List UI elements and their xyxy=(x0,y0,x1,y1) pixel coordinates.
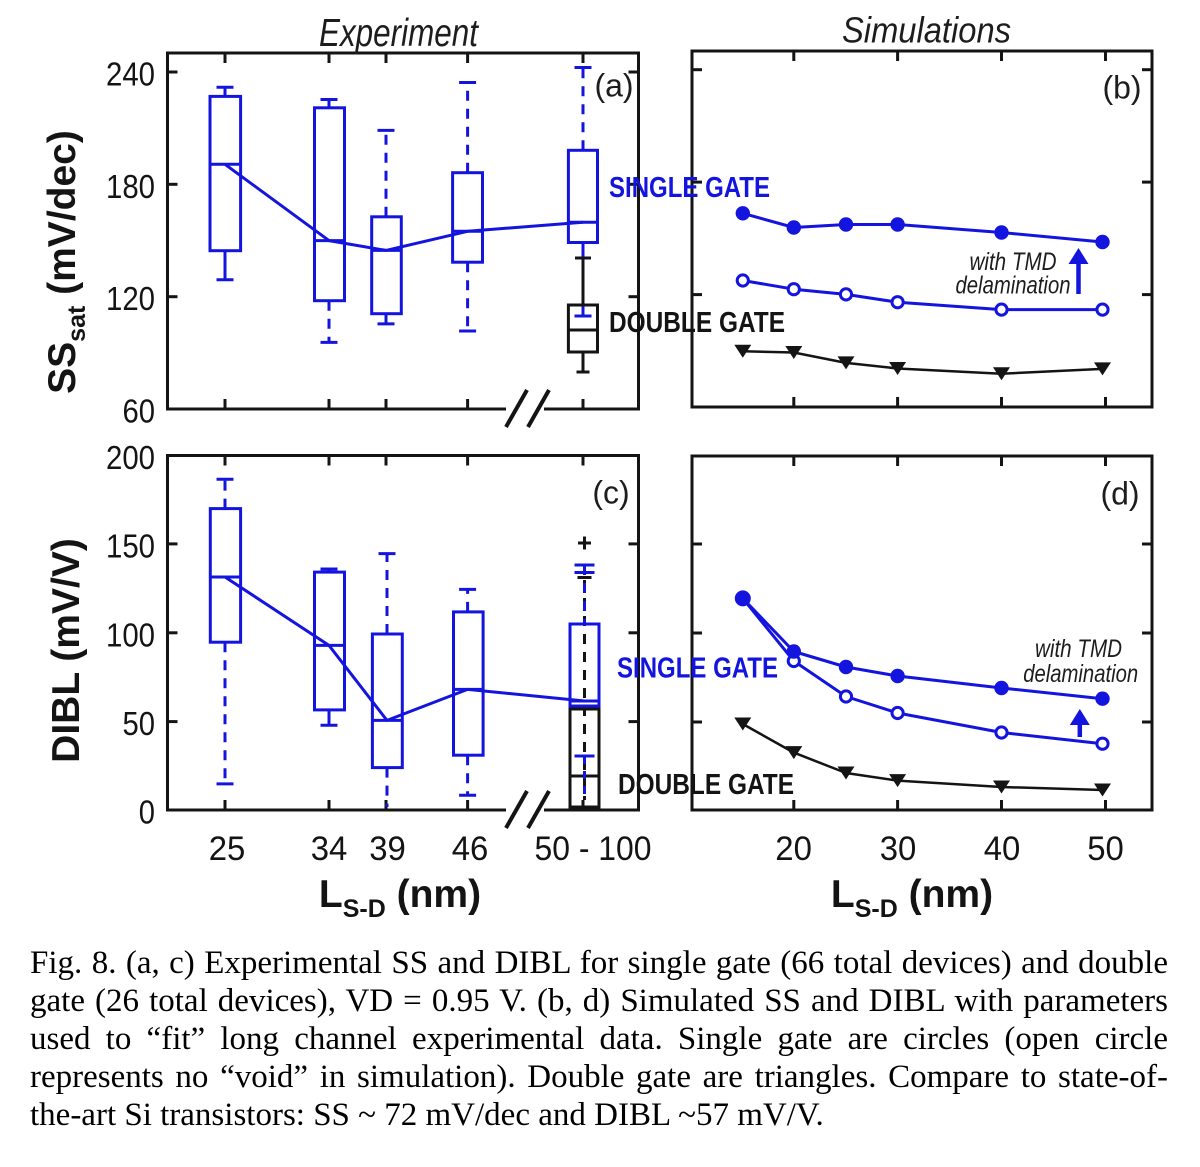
svg-text:DIBL (mV/V): DIBL (mV/V) xyxy=(45,538,88,763)
svg-text:0: 0 xyxy=(139,794,155,831)
svg-text:SINGLE GATE: SINGLE GATE xyxy=(617,653,778,685)
svg-text:(b): (b) xyxy=(1102,70,1141,106)
svg-text:(d): (d) xyxy=(1100,476,1139,512)
svg-text:100: 100 xyxy=(106,616,155,653)
svg-text:180: 180 xyxy=(106,168,155,205)
svg-text:46: 46 xyxy=(452,830,489,868)
svg-text:SINGLE GATE: SINGLE GATE xyxy=(609,172,770,204)
svg-text:with TMD: with TMD xyxy=(1035,635,1122,663)
svg-text:150: 150 xyxy=(106,527,155,564)
svg-text:50 - 100: 50 - 100 xyxy=(535,830,652,868)
svg-text:(a): (a) xyxy=(594,68,633,104)
svg-text:60: 60 xyxy=(123,393,156,430)
svg-text:39: 39 xyxy=(369,830,406,868)
svg-text:DOUBLE GATE: DOUBLE GATE xyxy=(618,769,794,801)
svg-text:(c): (c) xyxy=(592,475,629,511)
svg-text:Experiment: Experiment xyxy=(319,12,480,55)
svg-text:40: 40 xyxy=(984,830,1021,868)
svg-text:34: 34 xyxy=(311,830,348,868)
svg-text:delamination: delamination xyxy=(956,272,1071,300)
svg-text:240: 240 xyxy=(106,56,155,93)
svg-text:SSsat (mV/dec): SSsat (mV/dec) xyxy=(41,130,91,394)
svg-text:200: 200 xyxy=(106,439,155,476)
svg-text:DOUBLE GATE: DOUBLE GATE xyxy=(609,307,785,339)
svg-text:with TMD: with TMD xyxy=(970,248,1057,276)
svg-text:Simulations: Simulations xyxy=(842,10,1011,51)
svg-text:30: 30 xyxy=(880,830,917,868)
svg-text:delamination: delamination xyxy=(1023,660,1138,688)
svg-text:50: 50 xyxy=(1087,830,1124,868)
svg-text:50: 50 xyxy=(123,705,156,742)
svg-text:LS-D (nm): LS-D (nm) xyxy=(319,873,481,923)
svg-text:120: 120 xyxy=(106,280,155,317)
svg-text:25: 25 xyxy=(209,830,246,868)
svg-text:20: 20 xyxy=(775,830,812,868)
svg-text:LS-D (nm): LS-D (nm) xyxy=(831,873,993,923)
